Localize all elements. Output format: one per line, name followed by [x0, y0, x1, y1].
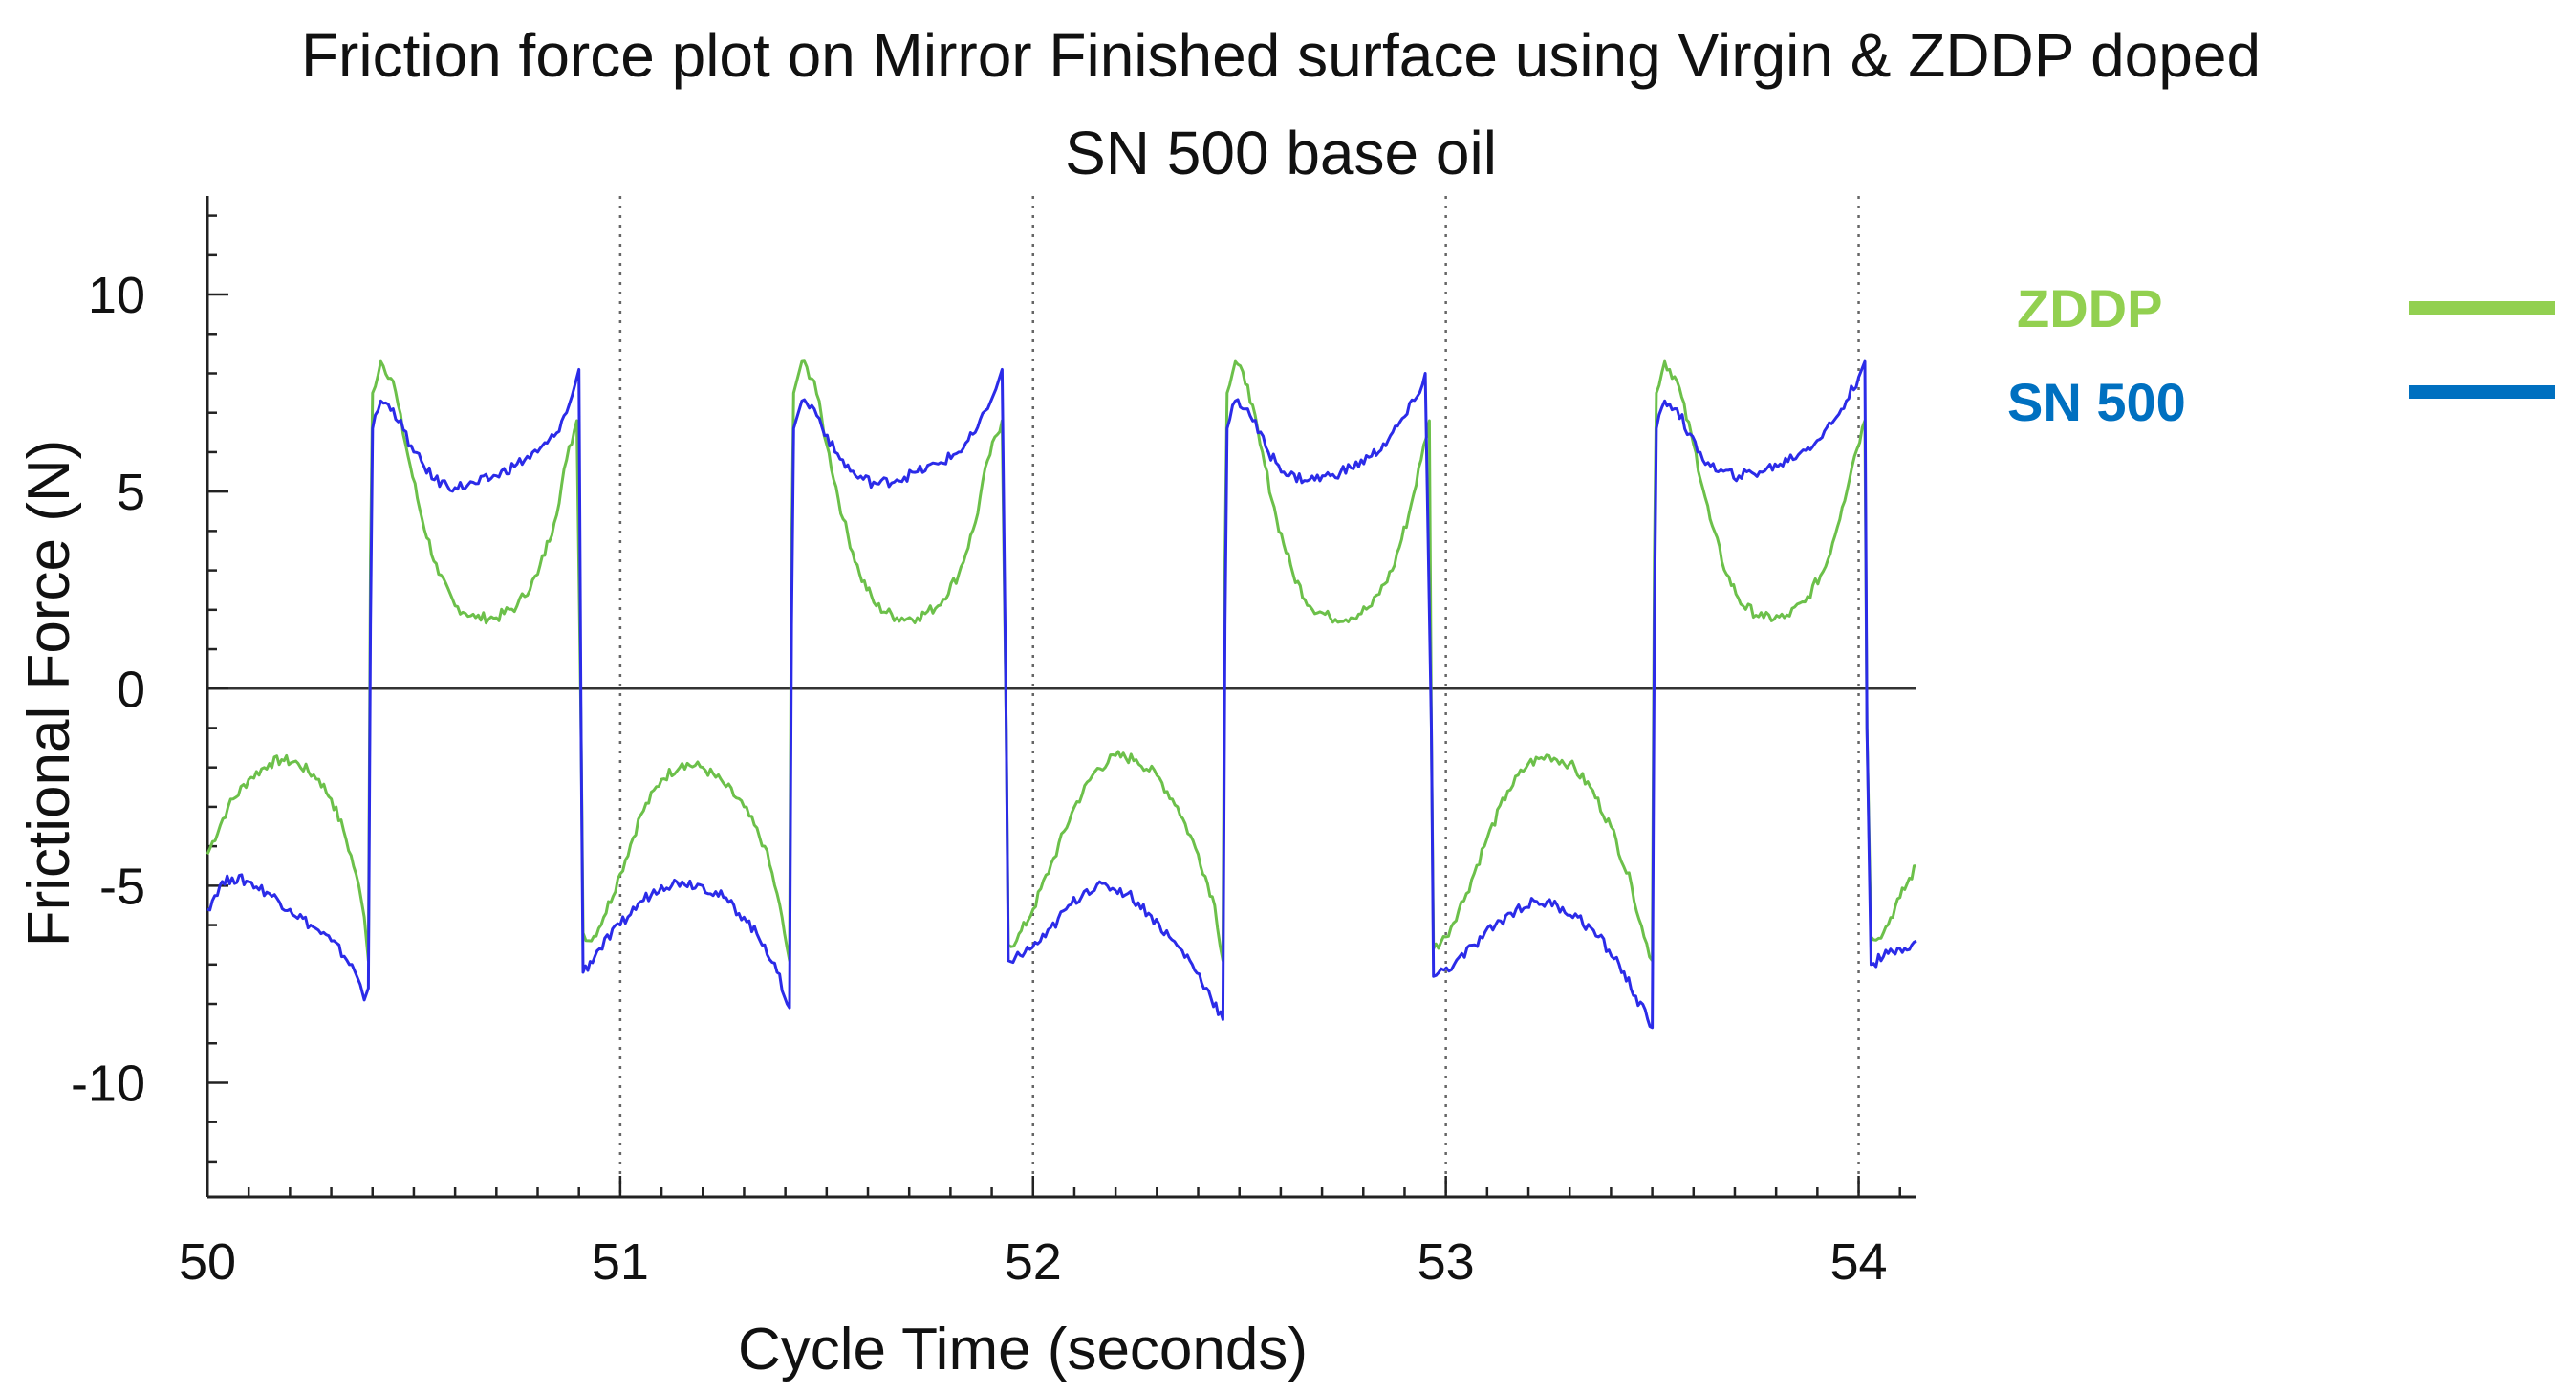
x-tick-label: 54: [1829, 1233, 1887, 1291]
axes: [206, 196, 1916, 1199]
y-tick-label: 10: [88, 267, 145, 324]
y-tick-label: 5: [117, 464, 145, 521]
series-line-sn500: [206, 359, 1917, 1030]
y-tick-label: 0: [117, 661, 145, 718]
series-lines: [206, 359, 1917, 1030]
y-tick-label: -10: [71, 1055, 145, 1112]
x-tick-label: 53: [1418, 1233, 1475, 1291]
series-line-zddp: [206, 359, 1916, 963]
x-tick-label: 51: [592, 1233, 649, 1291]
y-tick-label: -5: [99, 858, 145, 915]
x-axis-label: Cycle Time (seconds): [738, 1317, 1308, 1382]
chart-title-line-1: Friction force plot on Mirror Finished s…: [301, 21, 2261, 90]
x-tick-labels: 50 51 52 53 54: [179, 1233, 1888, 1291]
legend-label-zddp: ZDDP: [2017, 278, 2162, 338]
x-tick-label: 52: [1005, 1233, 1062, 1291]
y-tick-labels: 10 5 0 -5 -10: [71, 267, 145, 1112]
chart-title-line-2: SN 500 base oil: [1065, 119, 1497, 187]
gridlines: [618, 196, 1860, 1197]
x-tick-label: 50: [179, 1233, 236, 1291]
legend-label-sn500: SN 500: [2007, 372, 2186, 432]
y-axis-label: Frictional Force (N): [16, 440, 82, 947]
legend: ZDDP SN 500: [2007, 278, 2555, 432]
